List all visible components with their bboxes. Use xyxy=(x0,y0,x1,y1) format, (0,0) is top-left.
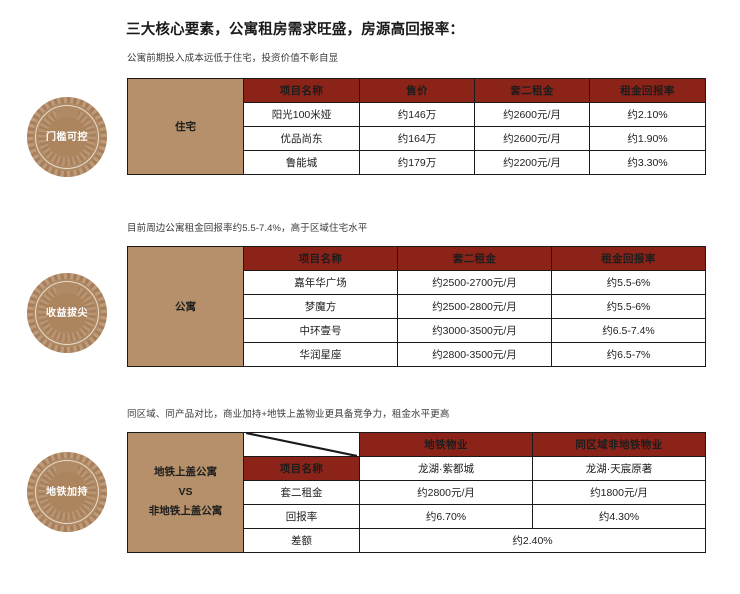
cell-yield: 约2.10% xyxy=(589,102,706,127)
cell-yield: 约5.5-6% xyxy=(551,294,706,319)
cell-yield: 约6.5-7.4% xyxy=(551,318,706,343)
column-header-metro: 地铁物业 xyxy=(359,432,533,457)
cell-rent: 约2500-2800元/月 xyxy=(397,294,552,319)
section-3-note: 同区域、同产品对比，商业加持+地铁上盖物业更具备竞争力，租金水平更高 xyxy=(127,409,450,420)
cell-non-metro-value: 龙湖·天宸原著 xyxy=(532,456,706,481)
seal-ring-line xyxy=(35,281,99,345)
table-row: 地铁上盖公寓 VS 非地铁上盖公寓 地铁物业 同区域非地铁物业 xyxy=(127,432,706,553)
column-header: 套二租金 xyxy=(397,246,552,271)
table-row: 阳光100米娅 约146万 约2600元/月 约2.10% xyxy=(128,102,706,127)
seal-ring-line xyxy=(35,105,99,169)
cell-project-name: 华润星座 xyxy=(243,342,398,367)
cell-project-name: 中环壹号 xyxy=(243,318,398,343)
residential-table: 住宅 项目名称 售价 套二租金 租金回报率 阳光100米娅 约146万 约260… xyxy=(127,78,706,175)
table-row: 中环壹号 约3000-3500元/月 约6.5-7.4% xyxy=(128,318,706,343)
column-header: 套二租金 xyxy=(474,78,590,103)
cell-rent: 约2600元/月 xyxy=(474,102,590,127)
row-header-difference: 差额 xyxy=(243,528,360,553)
corner-diagonal-cell xyxy=(243,432,360,457)
cell-rent: 约2200元/月 xyxy=(474,150,590,175)
column-header: 项目名称 xyxy=(243,246,398,271)
cell-rent: 约3000-3500元/月 xyxy=(397,318,552,343)
apartment-table: 公寓 项目名称 套二租金 租金回报率 嘉年华广场 约2500-2700元/月 约… xyxy=(127,246,706,367)
cell-non-metro-value: 约4.30% xyxy=(532,504,706,529)
table-row: 嘉年华广场 约2500-2700元/月 约5.5-6% xyxy=(128,270,706,295)
cell-project-name: 嘉年华广场 xyxy=(243,270,398,295)
seal-core: 门槛可控 xyxy=(46,117,88,157)
row-group-label: 地铁上盖公寓 VS 非地铁上盖公寓 xyxy=(127,432,244,553)
cell-price: 约146万 xyxy=(359,102,475,127)
column-header-non-metro: 同区域非地铁物业 xyxy=(532,432,706,457)
table-row: 回报率 约6.70% 约4.30% xyxy=(128,504,706,529)
cell-rent: 约2800-3500元/月 xyxy=(397,342,552,367)
cell-project-name: 阳光100米娅 xyxy=(243,102,360,127)
seal-core: 收益拔尖 xyxy=(46,293,88,333)
column-header: 项目名称 xyxy=(243,78,360,103)
seal-badge-1: 门槛可控 xyxy=(27,97,107,177)
cell-project-name: 优品尚东 xyxy=(243,126,360,151)
seal-label: 门槛可控 xyxy=(46,131,88,143)
cell-rent: 约2600元/月 xyxy=(474,126,590,151)
cell-price: 约179万 xyxy=(359,150,475,175)
cell-project-name: 鲁能城 xyxy=(243,150,360,175)
cell-project-name: 梦魔方 xyxy=(243,294,398,319)
row-header-project-name: 项目名称 xyxy=(243,456,360,481)
diagonal-line-icon xyxy=(246,433,357,456)
row-group-label-line2: VS xyxy=(178,485,193,498)
seal-label: 收益拔尖 xyxy=(46,307,88,319)
row-header-yield: 回报率 xyxy=(243,504,360,529)
seal-badge-2: 收益拔尖 xyxy=(27,273,107,353)
cell-price: 约164万 xyxy=(359,126,475,151)
table-row: 项目名称 龙湖·紫都城 龙湖·天宸原著 xyxy=(128,456,706,481)
table-row: 梦魔方 约2500-2800元/月 约5.5-6% xyxy=(128,294,706,319)
cell-metro-value: 约2800元/月 xyxy=(359,480,533,505)
seal-core: 地铁加持 xyxy=(46,472,88,512)
cell-metro-value: 龙湖·紫都城 xyxy=(359,456,533,481)
table-row: 优品尚东 约164万 约2600元/月 约1.90% xyxy=(128,126,706,151)
seal-ring-line xyxy=(35,460,99,524)
cell-yield: 约1.90% xyxy=(589,126,706,151)
page-title: 三大核心要素，公寓租房需求旺盛，房源高回报率： xyxy=(126,22,465,38)
column-header: 租金回报率 xyxy=(551,246,706,271)
column-header: 租金回报率 xyxy=(589,78,706,103)
seal-badge-3: 地铁加持 xyxy=(27,452,107,532)
cell-non-metro-value: 约1800元/月 xyxy=(532,480,706,505)
table-row: 公寓 项目名称 套二租金 租金回报率 xyxy=(127,246,706,367)
table-row: 华润星座 约2800-3500元/月 约6.5-7% xyxy=(128,342,706,367)
cell-difference-value: 约2.40% xyxy=(359,528,706,553)
row-header-rent: 套二租金 xyxy=(243,480,360,505)
row-group-label-line1: 地铁上盖公寓 xyxy=(154,465,217,478)
cell-yield: 约5.5-6% xyxy=(551,270,706,295)
cell-yield: 约6.5-7% xyxy=(551,342,706,367)
table-row: 住宅 项目名称 售价 套二租金 租金回报率 xyxy=(127,78,706,175)
table-row: 差额 约2.40% xyxy=(128,528,706,553)
row-group-label: 住宅 xyxy=(127,78,244,175)
row-group-label-line3: 非地铁上盖公寓 xyxy=(148,505,223,518)
row-group-label: 公寓 xyxy=(127,246,244,367)
cell-yield: 约3.30% xyxy=(589,150,706,175)
table-row: 套二租金 约2800元/月 约1800元/月 xyxy=(128,480,706,505)
cell-metro-value: 约6.70% xyxy=(359,504,533,529)
seal-label: 地铁加持 xyxy=(46,486,88,498)
cell-rent: 约2500-2700元/月 xyxy=(397,270,552,295)
metro-comparison-table: 地铁上盖公寓 VS 非地铁上盖公寓 地铁物业 同区域非地铁物业 项目名称 龙湖·… xyxy=(127,432,706,553)
table-row: 鲁能城 约179万 约2200元/月 约3.30% xyxy=(128,150,706,175)
section-1-note: 公寓前期投入成本远低于住宅，投资价值不彰自显 xyxy=(127,53,339,64)
section-2-note: 目前周边公寓租金回报率约5.5-7.4%，高于区域住宅水平 xyxy=(127,223,368,234)
column-header: 售价 xyxy=(359,78,475,103)
